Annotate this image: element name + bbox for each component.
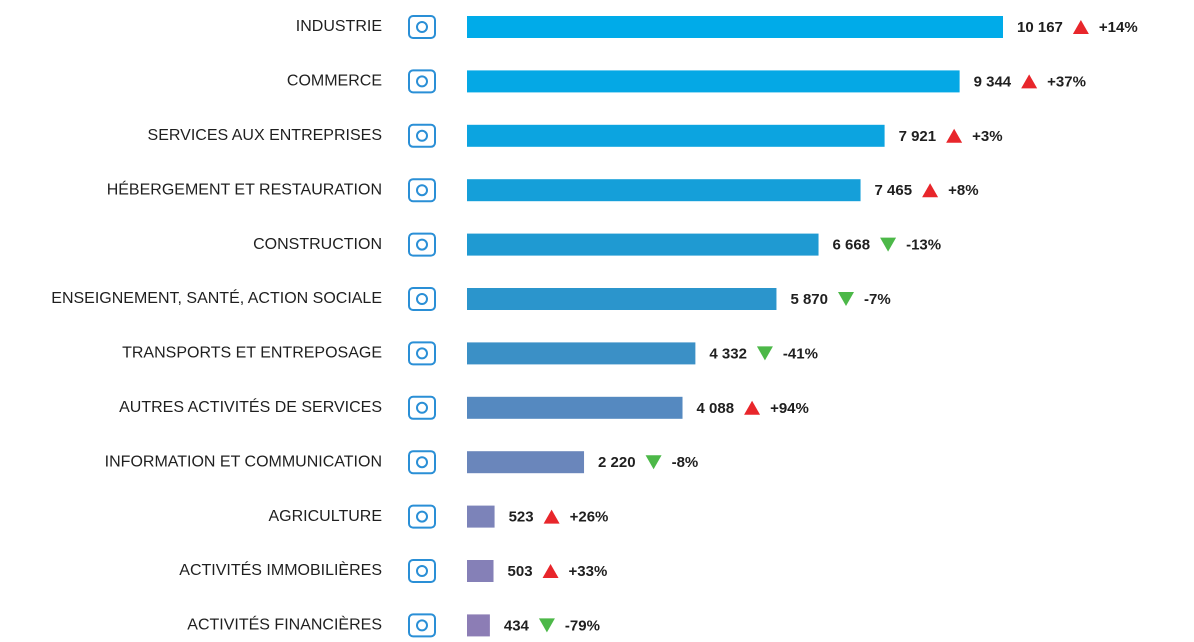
change-arrow (946, 128, 963, 143)
change-label: -7% (864, 291, 891, 308)
icon-shape (408, 504, 436, 529)
change-arrow (543, 509, 560, 524)
change-label: -41% (783, 345, 818, 362)
icon-shape (416, 21, 428, 33)
icon-shape (408, 178, 436, 203)
icon (408, 287, 436, 311)
change-label: +14% (1099, 19, 1138, 36)
category-label: SERVICES AUX ENTREPRISES (148, 127, 382, 144)
icon (408, 178, 436, 203)
value-label: 523 (509, 509, 534, 526)
bar (467, 70, 960, 93)
icon-shape (416, 238, 428, 251)
change-arrow (922, 183, 939, 198)
value-label: 4 332 (709, 345, 747, 362)
icon (408, 123, 436, 148)
category-label: INDUSTRIE (296, 18, 382, 35)
change-label: +33% (569, 563, 608, 580)
icon (408, 232, 436, 257)
category-label: CONSTRUCTION (253, 236, 382, 253)
bar (467, 124, 885, 147)
icon-shape (416, 293, 428, 305)
icon (408, 341, 436, 366)
bar (467, 288, 777, 310)
bar (467, 451, 585, 474)
category-label: ACTIVITÉS IMMOBILIÈRES (179, 560, 382, 579)
icon (408, 504, 436, 529)
bar (467, 614, 490, 637)
icon-shape (408, 123, 436, 148)
icon-shape (416, 75, 428, 88)
change-label: +94% (770, 400, 809, 417)
category-label: TRANSPORTS ET ENTREPOSAGE (122, 345, 382, 362)
icon-shape (408, 341, 436, 366)
value-label: 503 (508, 563, 533, 580)
change-label: +37% (1047, 73, 1086, 90)
value-label: 7 921 (899, 128, 937, 145)
change-arrow (838, 292, 855, 306)
change-arrow (542, 564, 559, 578)
change-arrow (880, 237, 897, 252)
change-label: -13% (906, 237, 941, 254)
icon-shape (408, 232, 436, 257)
change-label: -8% (672, 454, 699, 471)
category-label: ENSEIGNEMENT, SANTÉ, ACTION SOCIALE (51, 288, 382, 307)
icon-shape (408, 559, 436, 583)
bar (467, 396, 683, 419)
icon-shape (416, 565, 428, 577)
change-label: +3% (972, 128, 1002, 145)
value-label: 4 088 (697, 400, 735, 417)
change-label: +26% (570, 509, 609, 526)
change-arrow (1072, 20, 1089, 34)
change-arrow (1021, 74, 1038, 89)
bar (467, 16, 1003, 38)
icon-shape (416, 401, 428, 414)
bar (467, 233, 819, 256)
icon-shape (408, 15, 436, 39)
icon (408, 15, 436, 39)
bar (467, 560, 494, 582)
value-label: 434 (504, 617, 530, 634)
category-label: HÉBERGEMENT ET RESTAURATION (107, 179, 382, 198)
value-label: 7 465 (875, 182, 913, 199)
icon-shape (408, 395, 436, 420)
category-label: INFORMATION ET COMMUNICATION (105, 453, 382, 470)
icon (408, 395, 436, 420)
value-label: 6 668 (833, 237, 871, 254)
icon-shape (408, 69, 436, 94)
change-arrow (756, 346, 773, 361)
icon (408, 559, 436, 583)
value-label: 2 220 (598, 454, 636, 471)
value-label: 9 344 (974, 73, 1012, 90)
icon-shape (416, 184, 428, 197)
change-label: +8% (948, 182, 978, 199)
category-label: ACTIVITÉS FINANCIÈRES (187, 615, 382, 634)
icon-shape (416, 129, 428, 142)
value-label: 5 870 (790, 291, 828, 308)
icon (408, 613, 436, 638)
icon-shape (416, 619, 428, 632)
bar (467, 505, 495, 528)
category-label: AGRICULTURE (269, 508, 383, 525)
change-arrow (538, 618, 555, 633)
icon-shape (408, 287, 436, 311)
icon-shape (408, 613, 436, 638)
bar (467, 342, 696, 365)
icon (408, 450, 436, 475)
change-label: -79% (565, 617, 600, 634)
icon-shape (416, 347, 428, 360)
change-arrow (645, 455, 662, 470)
icon-shape (408, 450, 436, 475)
category-label: AUTRES ACTIVITÉS DE SERVICES (119, 397, 382, 416)
change-arrow (744, 400, 761, 415)
category-label: COMMERCE (287, 73, 382, 90)
icon-shape (416, 510, 428, 523)
icon (408, 69, 436, 94)
icon-shape (416, 456, 428, 469)
bar (467, 179, 861, 202)
value-label: 10 167 (1017, 19, 1063, 36)
